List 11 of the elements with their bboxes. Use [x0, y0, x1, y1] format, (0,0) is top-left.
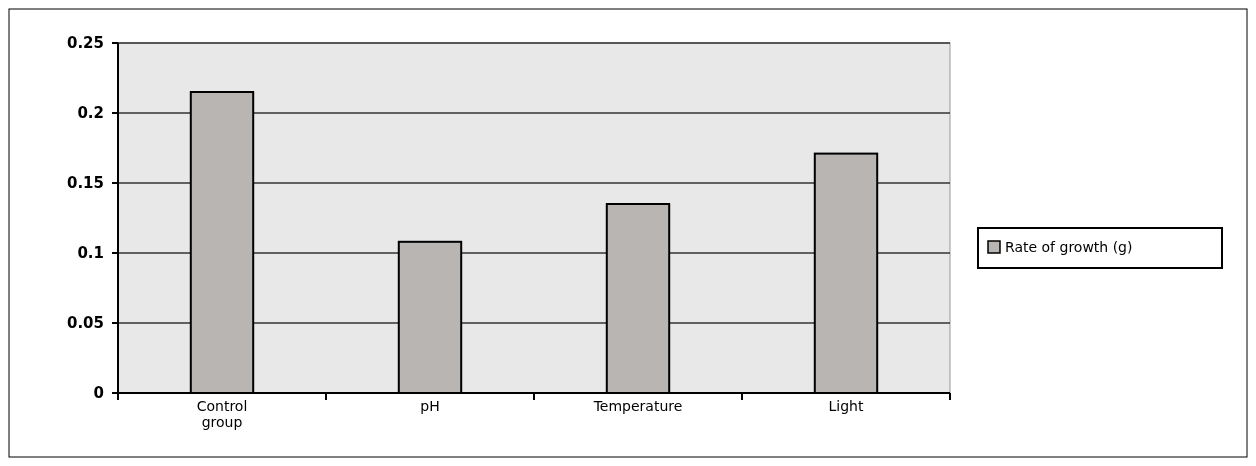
x-tick-label: Control group: [196, 398, 248, 430]
y-tick-label: 0.1: [77, 244, 104, 263]
y-tick-label: 0.05: [66, 314, 104, 333]
y-tick-label: 0.2: [77, 104, 104, 123]
y-tick-label: 0.25: [66, 34, 104, 53]
x-tick-label: pH: [420, 398, 440, 414]
x-tick-label: Light: [828, 398, 864, 414]
legend-label: Rate of growth (g): [1005, 238, 1133, 255]
y-tick-label: 0: [93, 384, 104, 403]
x-tick-label: Temperature: [592, 398, 683, 414]
y-tick-label: 0.15: [66, 174, 104, 193]
